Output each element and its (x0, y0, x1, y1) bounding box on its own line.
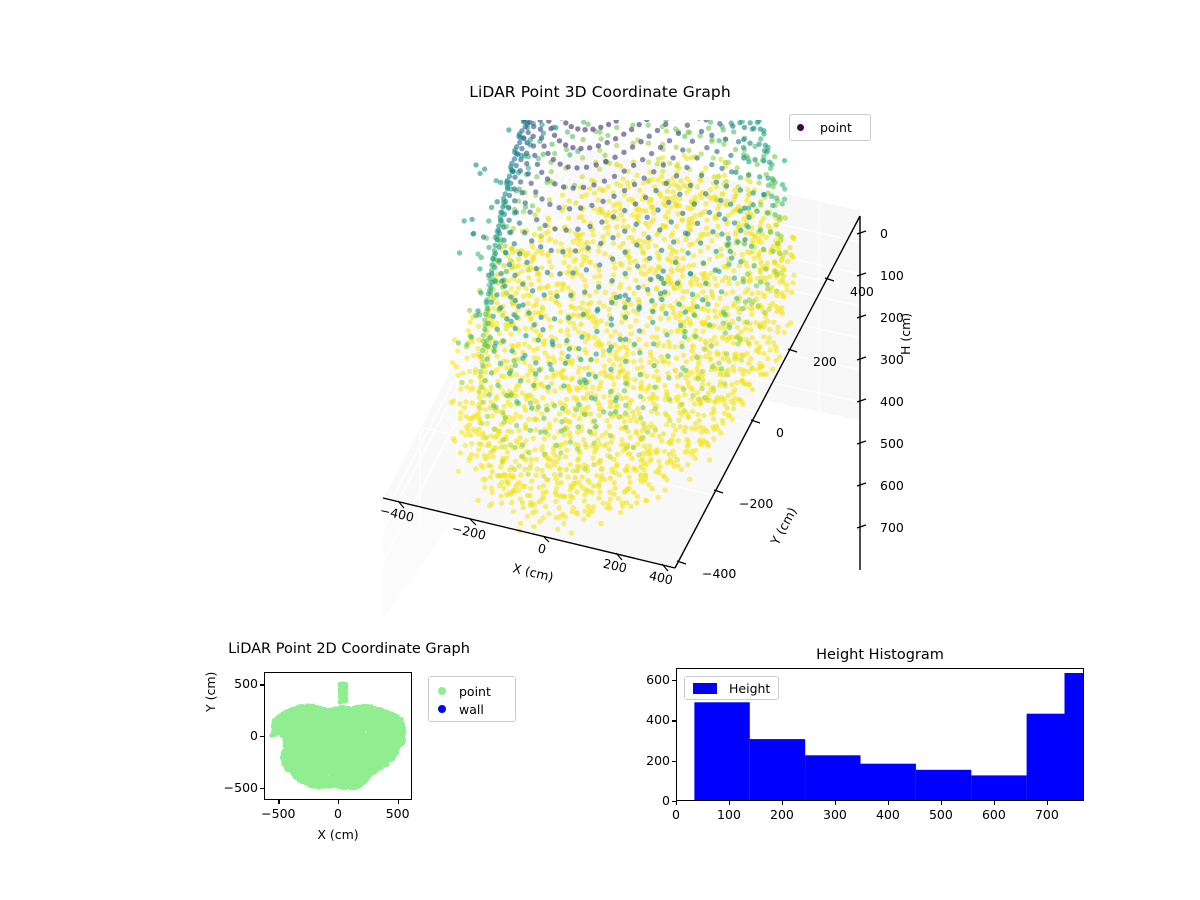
plot3d-z-ticklabels: 0 100 200 300 400 500 600 700 (880, 226, 904, 535)
histogram-bar (915, 769, 972, 800)
histogram-x-ticklabel: 400 (876, 807, 900, 822)
plot2d-legend: point wall (428, 676, 516, 722)
svg-text:0: 0 (536, 540, 547, 556)
histogram-x-tickmark (676, 801, 678, 805)
plot2d-ylabel: Y (cm) (203, 671, 218, 712)
svg-text:−200: −200 (739, 496, 773, 511)
svg-text:−200: −200 (451, 520, 488, 542)
svg-text:0: 0 (880, 226, 888, 241)
plot2d-y-tickmark (260, 736, 264, 738)
legend-point-label: point (820, 120, 852, 135)
svg-text:200: 200 (880, 310, 904, 325)
svg-text:200: 200 (602, 556, 629, 576)
legend-height-swatch-icon (693, 682, 717, 694)
plot2d-x-ticklabel: 500 (385, 806, 410, 821)
histogram-y-tickmark (672, 801, 676, 803)
plot2d-point-cloud (269, 681, 407, 791)
plot2d-xlabel: X (cm) (317, 827, 359, 842)
svg-text:400: 400 (880, 394, 904, 409)
legend-row-wall: wall (438, 700, 515, 718)
plot2d-x-ticklabel: 0 (334, 806, 342, 821)
legend-wall-label: wall (459, 701, 484, 717)
svg-text:400: 400 (648, 568, 675, 588)
svg-text:200: 200 (813, 354, 837, 369)
plot3d-z-ticks (856, 230, 867, 529)
histogram-y-ticklabel: 0 (662, 793, 670, 808)
histogram-bar (749, 739, 806, 800)
legend-point-marker-icon (797, 124, 804, 131)
svg-text:500: 500 (880, 436, 904, 451)
plot3d-x-ticks (397, 500, 669, 572)
histogram-bar (694, 702, 750, 800)
plot3d-y-ticks (676, 277, 835, 565)
histogram-x-ticklabel: 600 (981, 807, 1006, 822)
histogram-y-tickmark (672, 760, 676, 762)
svg-text:600: 600 (880, 478, 904, 493)
plot3d-xlabel: X (cm) (511, 560, 555, 584)
plot2d-y-ticklabel: −500 (223, 779, 258, 795)
histogram-x-tickmark (940, 801, 943, 805)
histogram-canvas (694, 673, 1083, 800)
histogram-x-ticklabel: 200 (770, 807, 794, 822)
histogram-x-tickmark (993, 801, 996, 805)
legend-point-marker-icon (438, 687, 446, 695)
histogram-x-ticklabel: 0 (672, 807, 680, 822)
plot3d-title: LiDAR Point 3D Coordinate Graph (469, 83, 731, 101)
histogram-y-ticklabel: 600 (646, 672, 670, 688)
histogram-y-ticklabel: 200 (646, 752, 670, 768)
histogram-x-ticklabel: 300 (823, 807, 847, 822)
histogram-bar (805, 755, 861, 800)
plot2d-x-tickmark (397, 800, 399, 804)
histogram-bar (860, 763, 916, 800)
svg-text:0: 0 (776, 425, 784, 440)
histogram-title: Height Histogram (816, 647, 944, 663)
histogram-x-ticklabel: 500 (928, 807, 953, 822)
histogram-x-tickmark (1046, 801, 1049, 805)
plot2d-x-ticklabel: −500 (261, 806, 296, 821)
lidar-2d-scatter-axes[interactable] (264, 672, 412, 800)
histogram-x-ticklabel: 700 (1034, 807, 1059, 822)
legend-row-point: point (438, 682, 515, 700)
plot2d-title: LiDAR Point 2D Coordinate Graph (228, 641, 470, 657)
svg-text:400: 400 (850, 284, 874, 299)
svg-text:300: 300 (880, 352, 904, 367)
histogram-legend: Height (684, 676, 780, 700)
plot2d-x-tickmark (278, 800, 280, 804)
histogram-x-ticklabel: 100 (717, 807, 741, 822)
svg-text:100: 100 (880, 268, 904, 283)
plot3d-zlabel: H (cm) (898, 313, 913, 355)
svg-text:700: 700 (880, 520, 904, 535)
plot2d-canvas (269, 681, 407, 791)
svg-text:−400: −400 (702, 566, 736, 581)
plot2d-y-ticklabel: 0 (250, 728, 258, 743)
plot3d-y-ticklabels: −400 −200 0 200 400 (702, 284, 874, 581)
histogram-x-tickmark (781, 801, 784, 805)
plot2d-y-ticklabel: 500 (234, 676, 258, 692)
histogram-y-tickmark (672, 720, 676, 722)
plot3d-ylabel: Y (cm) (767, 505, 800, 549)
plot3d-point-cloud (448, 120, 797, 536)
legend-point-label: point (459, 683, 491, 699)
histogram-y-ticklabel: 400 (646, 712, 670, 728)
plot2d-y-tickmark (260, 787, 264, 789)
plot2d-x-tickmark (338, 800, 340, 804)
histogram-bars (694, 673, 1083, 800)
histogram-bar (1064, 673, 1083, 800)
lidar-3d-scatter-axes[interactable]: −400 −200 0 200 400 −400 −200 0 200 400 0 100 200 3… (300, 120, 940, 640)
plot3d-canvas: −400 −200 0 200 400 −400 −200 0 200 400 0 100 200 3… (379, 120, 913, 620)
legend-height-label: Height (729, 680, 771, 696)
histogram-bar (971, 775, 1027, 800)
histogram-x-tickmark (834, 801, 837, 805)
histogram-y-tickmark (672, 680, 676, 682)
histogram-x-tickmark (887, 801, 890, 805)
plot3d-legend: point (789, 114, 871, 141)
legend-wall-marker-icon (438, 705, 446, 713)
height-histogram-axes[interactable] (676, 668, 1084, 801)
plot2d-y-tickmark (260, 684, 264, 686)
histogram-x-tickmark (728, 801, 731, 805)
